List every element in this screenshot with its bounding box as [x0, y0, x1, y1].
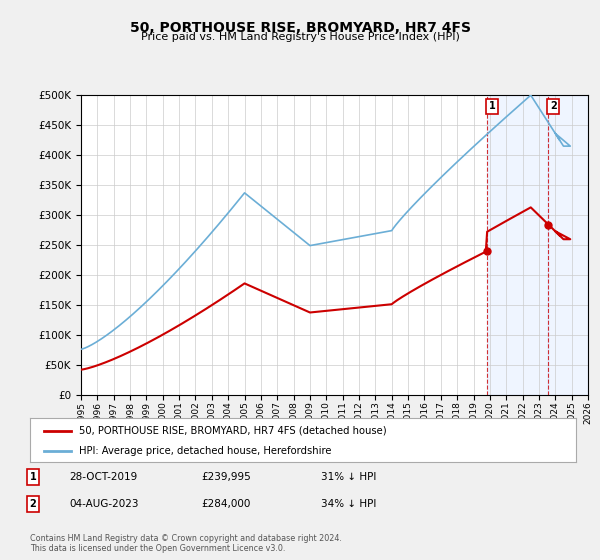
Text: 50, PORTHOUSE RISE, BROMYARD, HR7 4FS (detached house): 50, PORTHOUSE RISE, BROMYARD, HR7 4FS (d… — [79, 426, 387, 436]
Text: Price paid vs. HM Land Registry's House Price Index (HPI): Price paid vs. HM Land Registry's House … — [140, 32, 460, 43]
Text: 04-AUG-2023: 04-AUG-2023 — [69, 499, 139, 509]
Text: £284,000: £284,000 — [201, 499, 250, 509]
Text: 1: 1 — [488, 101, 495, 111]
Text: 2: 2 — [29, 499, 37, 509]
Text: 34% ↓ HPI: 34% ↓ HPI — [321, 499, 376, 509]
Bar — [548, 95, 588, 395]
Text: 28-OCT-2019: 28-OCT-2019 — [69, 472, 137, 482]
Text: HPI: Average price, detached house, Herefordshire: HPI: Average price, detached house, Here… — [79, 446, 332, 456]
Text: £239,995: £239,995 — [201, 472, 251, 482]
Text: Contains HM Land Registry data © Crown copyright and database right 2024.
This d: Contains HM Land Registry data © Crown c… — [30, 534, 342, 553]
Text: 31% ↓ HPI: 31% ↓ HPI — [321, 472, 376, 482]
Text: 1: 1 — [29, 472, 37, 482]
Text: 2: 2 — [550, 101, 557, 111]
Bar — [487, 95, 548, 395]
Text: 50, PORTHOUSE RISE, BROMYARD, HR7 4FS: 50, PORTHOUSE RISE, BROMYARD, HR7 4FS — [130, 21, 470, 35]
